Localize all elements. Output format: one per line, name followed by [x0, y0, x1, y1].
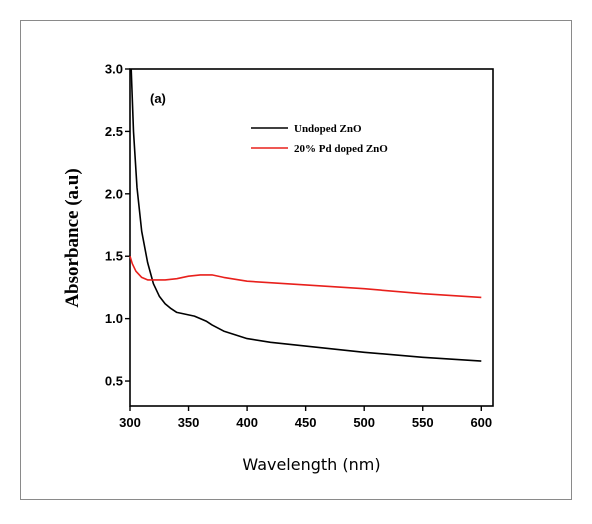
axis-ticks: 300 350 400 450 500 550 600 0.5 1.0 1.5 2.0 2.5 3.0 — [105, 62, 492, 431]
series-line-pd-doped-zno — [129, 255, 482, 299]
y-tick-label: 2.0 — [105, 186, 123, 201]
x-axis-label: Wavelength (nm) — [242, 455, 380, 474]
x-tick-label: 350 — [178, 415, 200, 430]
x-tick-label: 400 — [236, 415, 258, 430]
legend-label: 20% Pd doped ZnO — [294, 143, 388, 155]
figure-frame — [20, 20, 572, 500]
y-axis-label: Absorbance (a.u) — [62, 168, 83, 307]
panel-annotation: (a) — [150, 91, 166, 106]
series-line-undoped-zno — [130, 68, 482, 362]
x-tick-label: 450 — [295, 415, 317, 430]
y-tick-label: 2.5 — [105, 124, 123, 139]
y-tick-label: 3.0 — [105, 62, 123, 77]
legend-label: Undoped ZnO — [294, 123, 362, 135]
x-tick-label: 600 — [470, 415, 492, 430]
plot-border — [129, 68, 494, 407]
x-tick-label: 500 — [353, 415, 375, 430]
y-tick-label: 1.0 — [105, 311, 123, 326]
y-tick-label: 1.5 — [105, 249, 123, 264]
series-lines — [129, 68, 482, 362]
x-tick-label: 550 — [412, 415, 434, 430]
plot-area — [129, 68, 494, 407]
legend: Undoped ZnO 20% Pd doped ZnO — [251, 123, 388, 155]
x-tick-label: 300 — [119, 415, 141, 430]
y-tick-label: 0.5 — [105, 374, 123, 389]
